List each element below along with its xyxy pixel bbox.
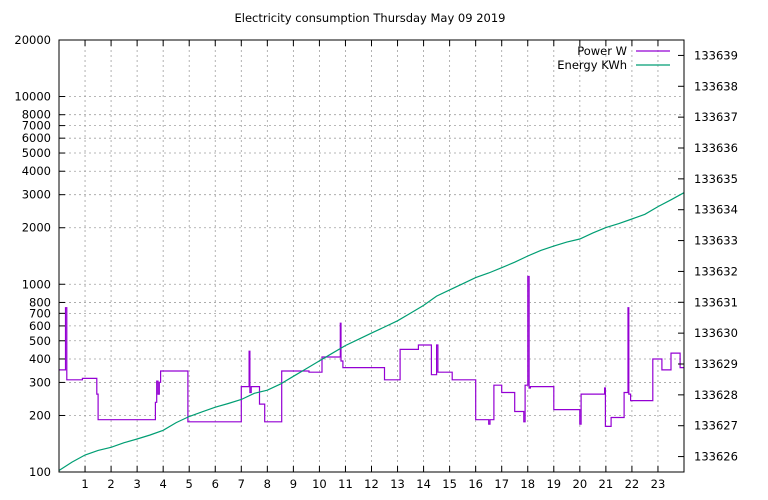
x-tick-label: 23 xyxy=(651,477,666,491)
y2-tick-label: 133634 xyxy=(694,203,738,217)
y-tick-label: 5000 xyxy=(22,146,51,160)
x-tick-label: 12 xyxy=(364,477,379,491)
y-tick-label: 700 xyxy=(29,306,51,320)
x-tick-label: 17 xyxy=(494,477,509,491)
x-tick-label: 11 xyxy=(338,477,353,491)
y2-tick-label: 133631 xyxy=(694,295,738,309)
x-tick-label: 16 xyxy=(468,477,483,491)
y-tick-label: 800 xyxy=(29,295,51,309)
x-tick-label: 20 xyxy=(573,477,588,491)
x-tick-label: 9 xyxy=(290,477,297,491)
y-tick-label: 300 xyxy=(29,375,51,389)
y-tick-label: 3000 xyxy=(22,188,51,202)
legend-label: Energy KWh xyxy=(557,58,627,72)
y-tick-label: 500 xyxy=(29,334,51,348)
y-tick-label: 600 xyxy=(29,319,51,333)
x-tick-label: 15 xyxy=(442,477,457,491)
x-tick-label: 6 xyxy=(212,477,219,491)
y2-tick-label: 133639 xyxy=(694,48,738,62)
x-tick-label: 1 xyxy=(81,477,88,491)
grid xyxy=(59,39,684,473)
chart-title: Electricity consumption Thursday May 09 … xyxy=(234,11,505,25)
y-tick-label: 2000 xyxy=(22,221,51,235)
y-tick-label: 200 xyxy=(29,408,51,422)
y2-tick-label: 133630 xyxy=(694,326,738,340)
y-tick-label: 7000 xyxy=(22,119,51,133)
x-tick-label: 18 xyxy=(520,477,535,491)
x-tick-label: 5 xyxy=(186,477,193,491)
y-tick-label: 100 xyxy=(29,465,51,479)
power-series-line xyxy=(59,275,684,427)
y-tick-label: 8000 xyxy=(22,108,51,122)
x-tick-label: 19 xyxy=(546,477,561,491)
x-tick-label: 8 xyxy=(264,477,271,491)
y2-tick-label: 133627 xyxy=(694,419,738,433)
y-tick-label: 4000 xyxy=(22,164,51,178)
x-tick-label: 13 xyxy=(390,477,405,491)
y2-tick-label: 133637 xyxy=(694,110,738,124)
y2-tick-label: 133628 xyxy=(694,388,738,402)
tick-labels: 1 2 3 4 5 6 7 8 9 10 11 12 13 14 15 16 17 18 19 20 21 22 23100… xyxy=(14,33,738,491)
y2-tick-label: 133626 xyxy=(694,450,738,464)
y-tick-label: 20000 xyxy=(14,33,51,47)
y-tick-label: 10000 xyxy=(14,90,51,104)
y2-tick-label: 133629 xyxy=(694,357,738,371)
plot-area xyxy=(58,192,685,472)
y2-tick-label: 133635 xyxy=(694,172,738,186)
x-tick-label: 4 xyxy=(160,477,167,491)
y2-tick-label: 133633 xyxy=(694,234,738,248)
x-tick-label: 2 xyxy=(107,477,114,491)
y2-tick-label: 133638 xyxy=(694,79,738,93)
y-tick-label: 6000 xyxy=(22,131,51,145)
x-tick-label: 10 xyxy=(312,477,327,491)
legend-label: Power W xyxy=(577,44,627,58)
x-tick-label: 7 xyxy=(238,477,245,491)
y-tick-label: 1000 xyxy=(22,277,51,291)
energy-series-line xyxy=(58,192,685,472)
x-tick-label: 3 xyxy=(133,477,140,491)
x-tick-label: 22 xyxy=(625,477,640,491)
y2-tick-label: 133632 xyxy=(694,264,738,278)
y-tick-label: 400 xyxy=(29,352,51,366)
y2-tick-label: 133636 xyxy=(694,141,738,155)
x-tick-label: 21 xyxy=(599,477,614,491)
x-tick-label: 14 xyxy=(416,477,431,491)
